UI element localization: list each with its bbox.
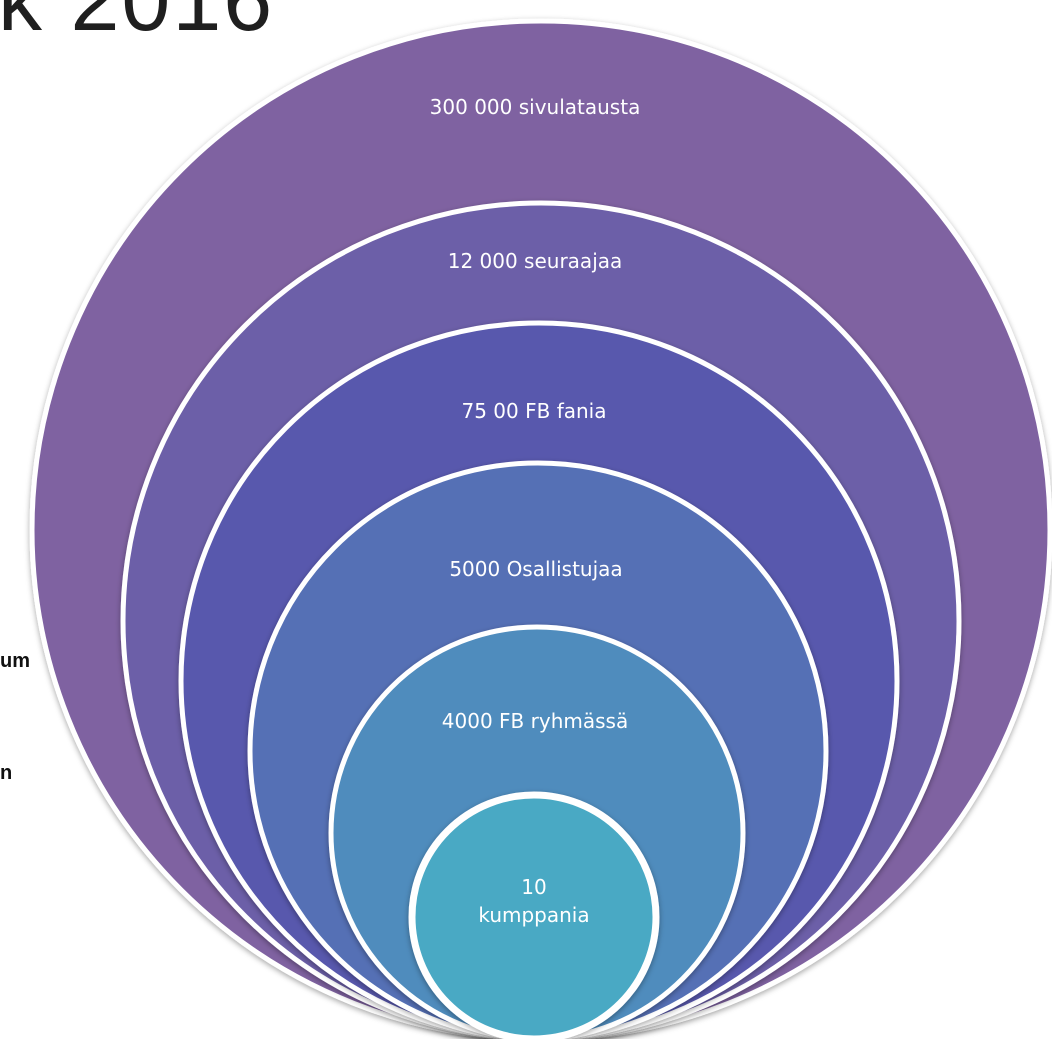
ring-label: 12 000 seuraajaa bbox=[448, 249, 623, 273]
ring-label: 300 000 sivulatausta bbox=[430, 95, 641, 119]
ring-label: 10 bbox=[521, 875, 546, 899]
page-title: k 2016 bbox=[0, 0, 274, 44]
ring-label: 5000 Osallistujaa bbox=[449, 557, 622, 581]
ring-label: 4000 FB ryhmässä bbox=[442, 709, 628, 733]
side-text-fragment: um bbox=[0, 650, 30, 672]
side-text-fragment: n bbox=[0, 762, 13, 784]
ring-circle bbox=[408, 791, 660, 1039]
ring-10: 10 kumppania bbox=[408, 791, 660, 1039]
ring-label: kumppania bbox=[478, 903, 589, 927]
ring-label: 75 00 FB fania bbox=[462, 399, 607, 423]
